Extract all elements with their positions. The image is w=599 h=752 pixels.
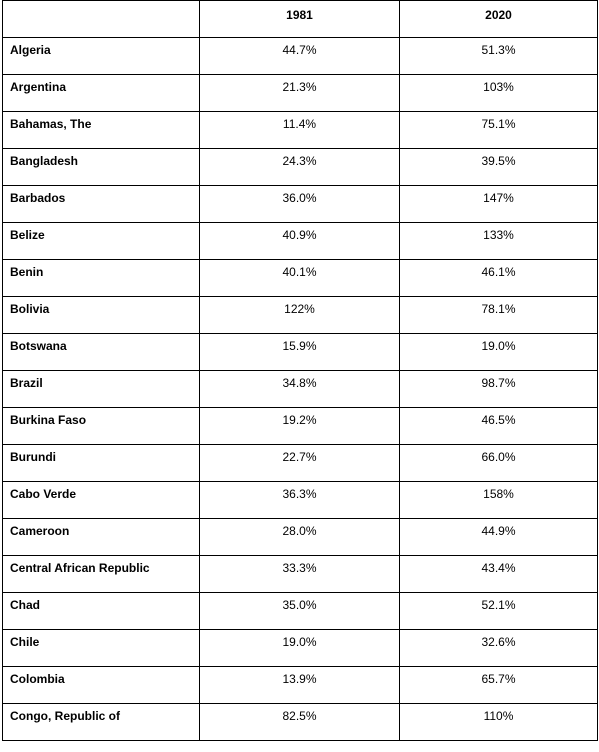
value-2020-cell: 110% bbox=[399, 703, 598, 741]
header-cell-2020: 2020 bbox=[399, 0, 598, 38]
table-row: Benin 40.1% 46.1% bbox=[2, 259, 598, 297]
table-row: Burkina Faso 19.2% 46.5% bbox=[2, 407, 598, 445]
header-row: 1981 2020 bbox=[2, 0, 598, 38]
header-cell-1981: 1981 bbox=[199, 0, 400, 38]
table-row: Argentina 21.3% 103% bbox=[2, 74, 598, 112]
table-row: Barbados 36.0% 147% bbox=[2, 185, 598, 223]
country-cell: Burkina Faso bbox=[2, 407, 200, 445]
value-1981-cell: 19.0% bbox=[199, 629, 400, 667]
value-2020-cell: 19.0% bbox=[399, 333, 598, 371]
value-1981-cell: 122% bbox=[199, 296, 400, 334]
value-2020-cell: 51.3% bbox=[399, 37, 598, 75]
value-1981-cell: 13.9% bbox=[199, 666, 400, 704]
value-2020-cell: 103% bbox=[399, 74, 598, 112]
country-cell: Bahamas, The bbox=[2, 111, 200, 149]
country-cell: Chad bbox=[2, 592, 200, 630]
value-1981-cell: 28.0% bbox=[199, 518, 400, 556]
table-row: Cabo Verde 36.3% 158% bbox=[2, 481, 598, 519]
country-cell: Barbados bbox=[2, 185, 200, 223]
country-cell: Chile bbox=[2, 629, 200, 667]
value-2020-cell: 65.7% bbox=[399, 666, 598, 704]
value-2020-cell: 46.5% bbox=[399, 407, 598, 445]
value-1981-cell: 82.5% bbox=[199, 703, 400, 741]
value-1981-cell: 33.3% bbox=[199, 555, 400, 593]
value-1981-cell: 15.9% bbox=[199, 333, 400, 371]
country-cell: Brazil bbox=[2, 370, 200, 408]
value-1981-cell: 40.9% bbox=[199, 222, 400, 260]
table-row: Chad 35.0% 52.1% bbox=[2, 592, 598, 630]
value-2020-cell: 78.1% bbox=[399, 296, 598, 334]
country-cell: Botswana bbox=[2, 333, 200, 371]
country-cell: Burundi bbox=[2, 444, 200, 482]
value-2020-cell: 46.1% bbox=[399, 259, 598, 297]
country-cell: Argentina bbox=[2, 74, 200, 112]
table-row: Bahamas, The 11.4% 75.1% bbox=[2, 111, 598, 149]
country-cell: Congo, Republic of bbox=[2, 703, 200, 741]
header-cell-country bbox=[2, 0, 200, 38]
table-row: Congo, Republic of 82.5% 110% bbox=[2, 703, 598, 741]
value-2020-cell: 52.1% bbox=[399, 592, 598, 630]
country-cell: Central African Republic bbox=[2, 555, 200, 593]
country-cell: Cameroon bbox=[2, 518, 200, 556]
table-row: Cameroon 28.0% 44.9% bbox=[2, 518, 598, 556]
table-row: Botswana 15.9% 19.0% bbox=[2, 333, 598, 371]
table-row: Colombia 13.9% 65.7% bbox=[2, 666, 598, 704]
country-cell: Bolivia bbox=[2, 296, 200, 334]
value-1981-cell: 34.8% bbox=[199, 370, 400, 408]
table-row: Brazil 34.8% 98.7% bbox=[2, 370, 598, 408]
value-2020-cell: 66.0% bbox=[399, 444, 598, 482]
table-row: Central African Republic 33.3% 43.4% bbox=[2, 555, 598, 593]
country-cell: Benin bbox=[2, 259, 200, 297]
value-1981-cell: 36.0% bbox=[199, 185, 400, 223]
value-1981-cell: 24.3% bbox=[199, 148, 400, 186]
value-1981-cell: 19.2% bbox=[199, 407, 400, 445]
country-cell: Bangladesh bbox=[2, 148, 200, 186]
value-1981-cell: 21.3% bbox=[199, 74, 400, 112]
country-cell: Algeria bbox=[2, 37, 200, 75]
value-1981-cell: 22.7% bbox=[199, 444, 400, 482]
value-2020-cell: 39.5% bbox=[399, 148, 598, 186]
table-row: Bangladesh 24.3% 39.5% bbox=[2, 148, 598, 186]
table-row: Burundi 22.7% 66.0% bbox=[2, 444, 598, 482]
country-cell: Colombia bbox=[2, 666, 200, 704]
table-row: Algeria 44.7% 51.3% bbox=[2, 37, 598, 75]
value-1981-cell: 40.1% bbox=[199, 259, 400, 297]
value-2020-cell: 98.7% bbox=[399, 370, 598, 408]
value-2020-cell: 75.1% bbox=[399, 111, 598, 149]
table-row: Belize 40.9% 133% bbox=[2, 222, 598, 260]
country-cell: Cabo Verde bbox=[2, 481, 200, 519]
value-2020-cell: 44.9% bbox=[399, 518, 598, 556]
value-1981-cell: 36.3% bbox=[199, 481, 400, 519]
table-row: Chile 19.0% 32.6% bbox=[2, 629, 598, 667]
country-cell: Belize bbox=[2, 222, 200, 260]
value-2020-cell: 43.4% bbox=[399, 555, 598, 593]
value-2020-cell: 147% bbox=[399, 185, 598, 223]
value-1981-cell: 35.0% bbox=[199, 592, 400, 630]
value-1981-cell: 11.4% bbox=[199, 111, 400, 149]
value-2020-cell: 133% bbox=[399, 222, 598, 260]
value-2020-cell: 158% bbox=[399, 481, 598, 519]
table-row: Bolivia 122% 78.1% bbox=[2, 296, 598, 334]
value-1981-cell: 44.7% bbox=[199, 37, 400, 75]
value-2020-cell: 32.6% bbox=[399, 629, 598, 667]
